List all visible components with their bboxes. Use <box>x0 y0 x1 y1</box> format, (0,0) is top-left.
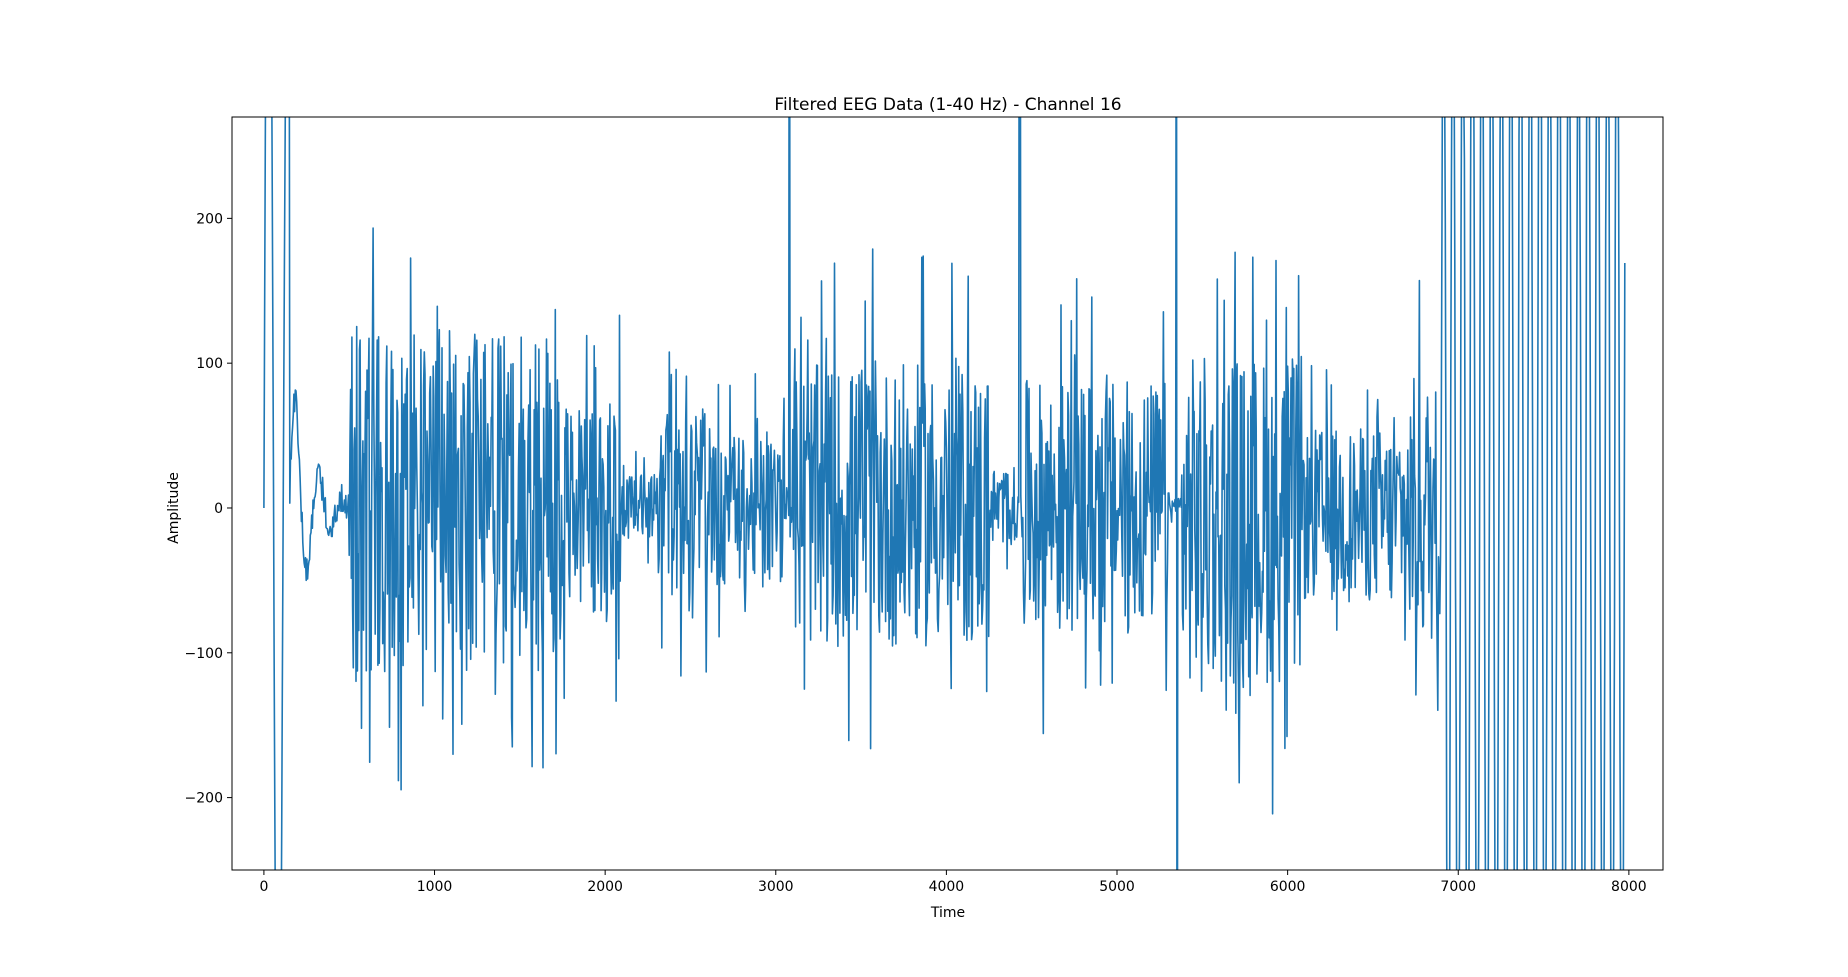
eeg-signal-line <box>263 117 1626 870</box>
y-axis: −200 −100 0 100 200 <box>185 211 232 807</box>
axes-frame <box>231 116 1664 871</box>
y-tick-label: 200 <box>196 211 223 227</box>
x-tick-label: 1000 <box>417 879 453 895</box>
x-tick-label: 0 <box>259 879 268 895</box>
y-axis-label: Amplitude <box>166 472 182 544</box>
x-tick-label: 4000 <box>929 879 965 895</box>
y-tick-label: −100 <box>185 646 223 662</box>
x-tick-label: 6000 <box>1270 879 1306 895</box>
plot-area <box>263 117 1626 870</box>
y-tick-label: −200 <box>185 791 223 807</box>
chart-title: Filtered EEG Data (1-40 Hz) - Channel 16 <box>774 95 1121 115</box>
y-tick-label: 100 <box>196 356 223 372</box>
x-tick-label: 2000 <box>587 879 623 895</box>
x-tick-label: 7000 <box>1440 879 1476 895</box>
x-tick-label: 3000 <box>758 879 794 895</box>
x-axis-label: Time <box>930 905 965 921</box>
x-axis: 0 1000 2000 3000 4000 5000 6000 7000 8000 <box>259 870 1647 895</box>
x-tick-label: 5000 <box>1099 879 1135 895</box>
y-tick-label: 0 <box>214 501 223 517</box>
x-tick-label: 8000 <box>1611 879 1647 895</box>
